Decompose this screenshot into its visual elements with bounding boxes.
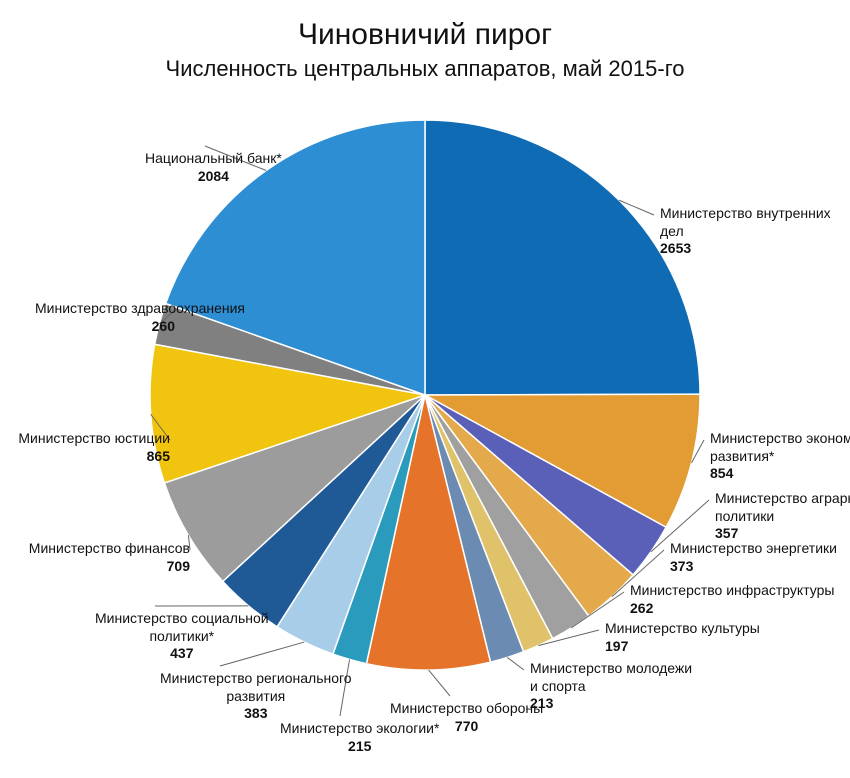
slice-label-value: 709	[167, 558, 190, 574]
slice-label-value: 865	[147, 448, 170, 464]
slice-label-value: 260	[152, 318, 175, 334]
leader-line	[429, 670, 450, 696]
slice-label: Министерство финансов 709	[10, 540, 190, 575]
slice-label-name: Министерство аграрнойполитики	[715, 490, 850, 524]
slice-label-name: Министерство энергетики	[670, 540, 837, 556]
slice-label-value: 770	[455, 718, 478, 734]
slice-label-name: Министерство инфраструктуры	[630, 582, 834, 598]
slice-label-value: 854	[710, 465, 733, 481]
slice-label-value: 197	[605, 638, 628, 654]
slice-label-name: Министерство молодежии спорта	[530, 660, 692, 694]
slice-label-name: Министерство социальнойполитики*	[95, 610, 269, 644]
slice-label-value: 437	[170, 645, 193, 661]
slice-label-name: Министерство здравоохранения	[35, 300, 245, 316]
slice-label-name: Министерство внутреннихдел	[660, 205, 831, 239]
slice-label-value: 383	[244, 705, 267, 721]
slice-label: Министерство культуры 197	[605, 620, 760, 655]
leader-line	[619, 200, 654, 215]
slice-label: Министерство инфраструктуры 262	[630, 582, 834, 617]
slice-label: Министерство внутреннихдел2653	[660, 205, 831, 258]
slice-label-name: Министерство региональногоразвития	[160, 670, 352, 704]
slice-label: Министерство экологии*215	[280, 720, 439, 755]
slice-label: Министерство социальнойполитики*437	[95, 610, 269, 663]
slice-label-value: 2653	[660, 240, 691, 256]
leader-line	[691, 440, 704, 463]
slice-label-value: 215	[348, 738, 371, 754]
leader-line	[538, 630, 599, 646]
slice-label-name: Министерство обороны	[390, 700, 543, 716]
leader-line	[507, 657, 524, 670]
slice-label: Министерство юстиции 865	[10, 430, 170, 465]
slice-label: Министерство молодежии спорта213	[530, 660, 692, 713]
slice-label: Национальный банк* 2084	[145, 150, 282, 185]
slice-label-name: Национальный банк*	[145, 150, 282, 166]
slice-label-value: 262	[630, 600, 653, 616]
slice-label-name: Министерство финансов	[29, 540, 190, 556]
slice-label-name: Министерство юстиции	[18, 430, 170, 446]
slice-label: Министерство аграрнойполитики357	[715, 490, 850, 543]
slice-label-value: 373	[670, 558, 693, 574]
slice-label: Министерство экономическогоразвития*854	[710, 430, 850, 483]
slice-label: Министерство энергетики 373	[670, 540, 837, 575]
slice-label-name: Министерство культуры	[605, 620, 760, 636]
slice-label: Министерство здравоохранения260	[35, 300, 175, 335]
slice-label-value: 357	[715, 525, 738, 541]
slice-label: Министерство региональногоразвития383	[160, 670, 352, 723]
slice-label-value: 2084	[198, 168, 229, 184]
chart-container: Чиновничий пирог Численность центральных…	[0, 0, 850, 778]
slice-label-name: Министерство экономическогоразвития*	[710, 430, 850, 464]
